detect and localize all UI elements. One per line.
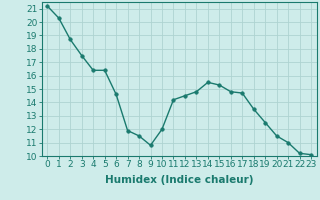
X-axis label: Humidex (Indice chaleur): Humidex (Indice chaleur) [105, 175, 253, 185]
